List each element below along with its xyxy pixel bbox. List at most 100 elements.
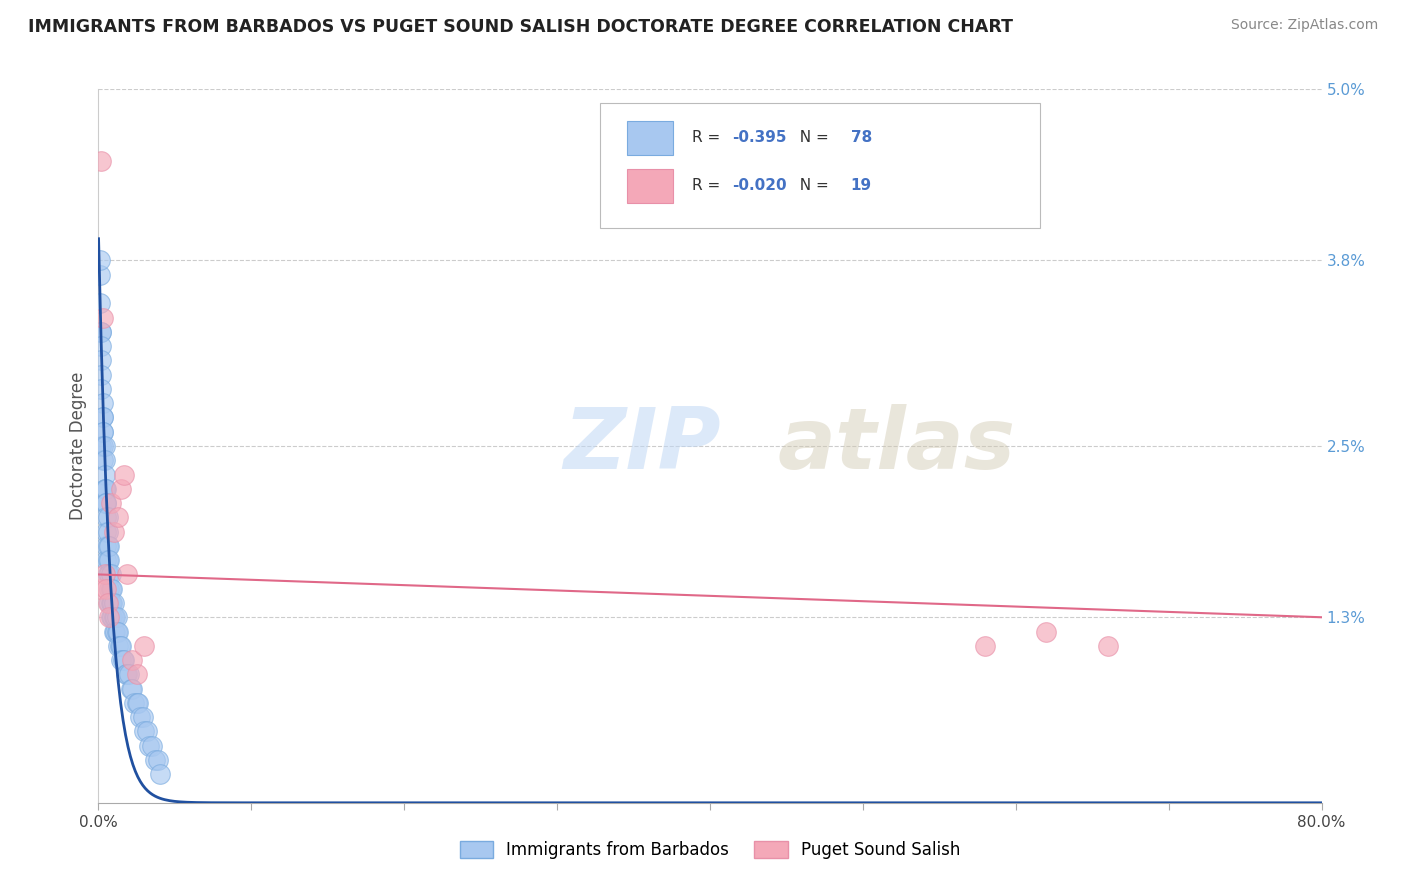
Point [93,567,115,582]
Point [136,724,159,739]
Point [93,439,115,453]
Point [93,453,115,467]
Point [117,567,139,582]
Point [93,496,115,510]
Point [91,396,114,410]
Point [143,753,166,767]
Point [104,624,127,639]
Point [103,596,125,610]
Point [94,553,117,567]
Point [104,610,127,624]
Point [1097,639,1119,653]
FancyBboxPatch shape [600,103,1040,228]
Point [134,724,156,739]
Point [91,425,114,439]
Point [97,510,120,524]
Point [103,624,125,639]
Point [1035,624,1057,639]
Point [91,439,114,453]
Point [94,539,117,553]
Point [100,567,122,582]
Point [103,610,125,624]
Point [90,325,112,339]
Point [94,482,117,496]
Y-axis label: Doctorate Degree: Doctorate Degree [69,372,87,520]
Point [98,610,121,624]
Text: IMMIGRANTS FROM BARBADOS VS PUGET SOUND SALISH DOCTORATE DEGREE CORRELATION CHAR: IMMIGRANTS FROM BARBADOS VS PUGET SOUND … [28,18,1014,36]
Point [974,639,997,653]
Point [98,539,121,553]
Point [91,425,114,439]
Point [89,253,111,268]
Point [112,653,135,667]
Text: N =: N = [790,178,834,193]
Text: Source: ZipAtlas.com: Source: ZipAtlas.com [1230,18,1378,32]
Point [94,524,117,539]
FancyBboxPatch shape [627,169,673,203]
FancyBboxPatch shape [627,120,673,155]
Point [117,667,139,681]
Point [94,496,117,510]
Point [107,510,129,524]
Point [146,753,169,767]
Point [98,596,121,610]
Text: -0.020: -0.020 [733,178,787,193]
Point [120,681,142,696]
Point [97,524,120,539]
Point [101,582,124,596]
Point [100,596,122,610]
Point [98,567,121,582]
Point [89,268,111,282]
Point [100,582,122,596]
Point [110,482,132,496]
Point [93,467,115,482]
Point [90,353,112,368]
Point [105,624,128,639]
Point [89,582,111,596]
Point [122,696,145,710]
Point [94,510,117,524]
Point [105,610,128,624]
Text: R =: R = [692,178,725,193]
Point [97,539,120,553]
Point [138,739,160,753]
Text: ZIP: ZIP [564,404,721,488]
Point [112,467,135,482]
Text: N =: N = [790,130,834,145]
Point [125,696,148,710]
Point [101,610,124,624]
Point [91,310,114,325]
Point [101,596,124,610]
Point [149,767,172,781]
Point [97,596,120,610]
Point [132,710,155,724]
Point [90,439,112,453]
Text: -0.395: -0.395 [733,130,786,145]
Point [91,410,114,425]
Point [107,639,129,653]
Point [100,610,122,624]
Point [121,653,143,667]
Point [97,567,120,582]
Point [111,653,134,667]
Point [97,553,120,567]
Text: 19: 19 [851,178,872,193]
Point [91,453,114,467]
Point [93,482,115,496]
Point [90,368,112,382]
Point [103,524,125,539]
Legend: Immigrants from Barbados, Puget Sound Salish: Immigrants from Barbados, Puget Sound Sa… [453,834,967,866]
Point [90,153,112,168]
Point [90,325,112,339]
Point [127,696,149,710]
Point [89,296,111,310]
Point [108,639,131,653]
Point [91,410,114,425]
Text: atlas: atlas [778,404,1015,488]
Point [94,582,117,596]
Point [94,496,117,510]
Point [118,667,141,681]
Point [121,681,143,696]
Point [90,382,112,396]
Point [141,739,163,753]
